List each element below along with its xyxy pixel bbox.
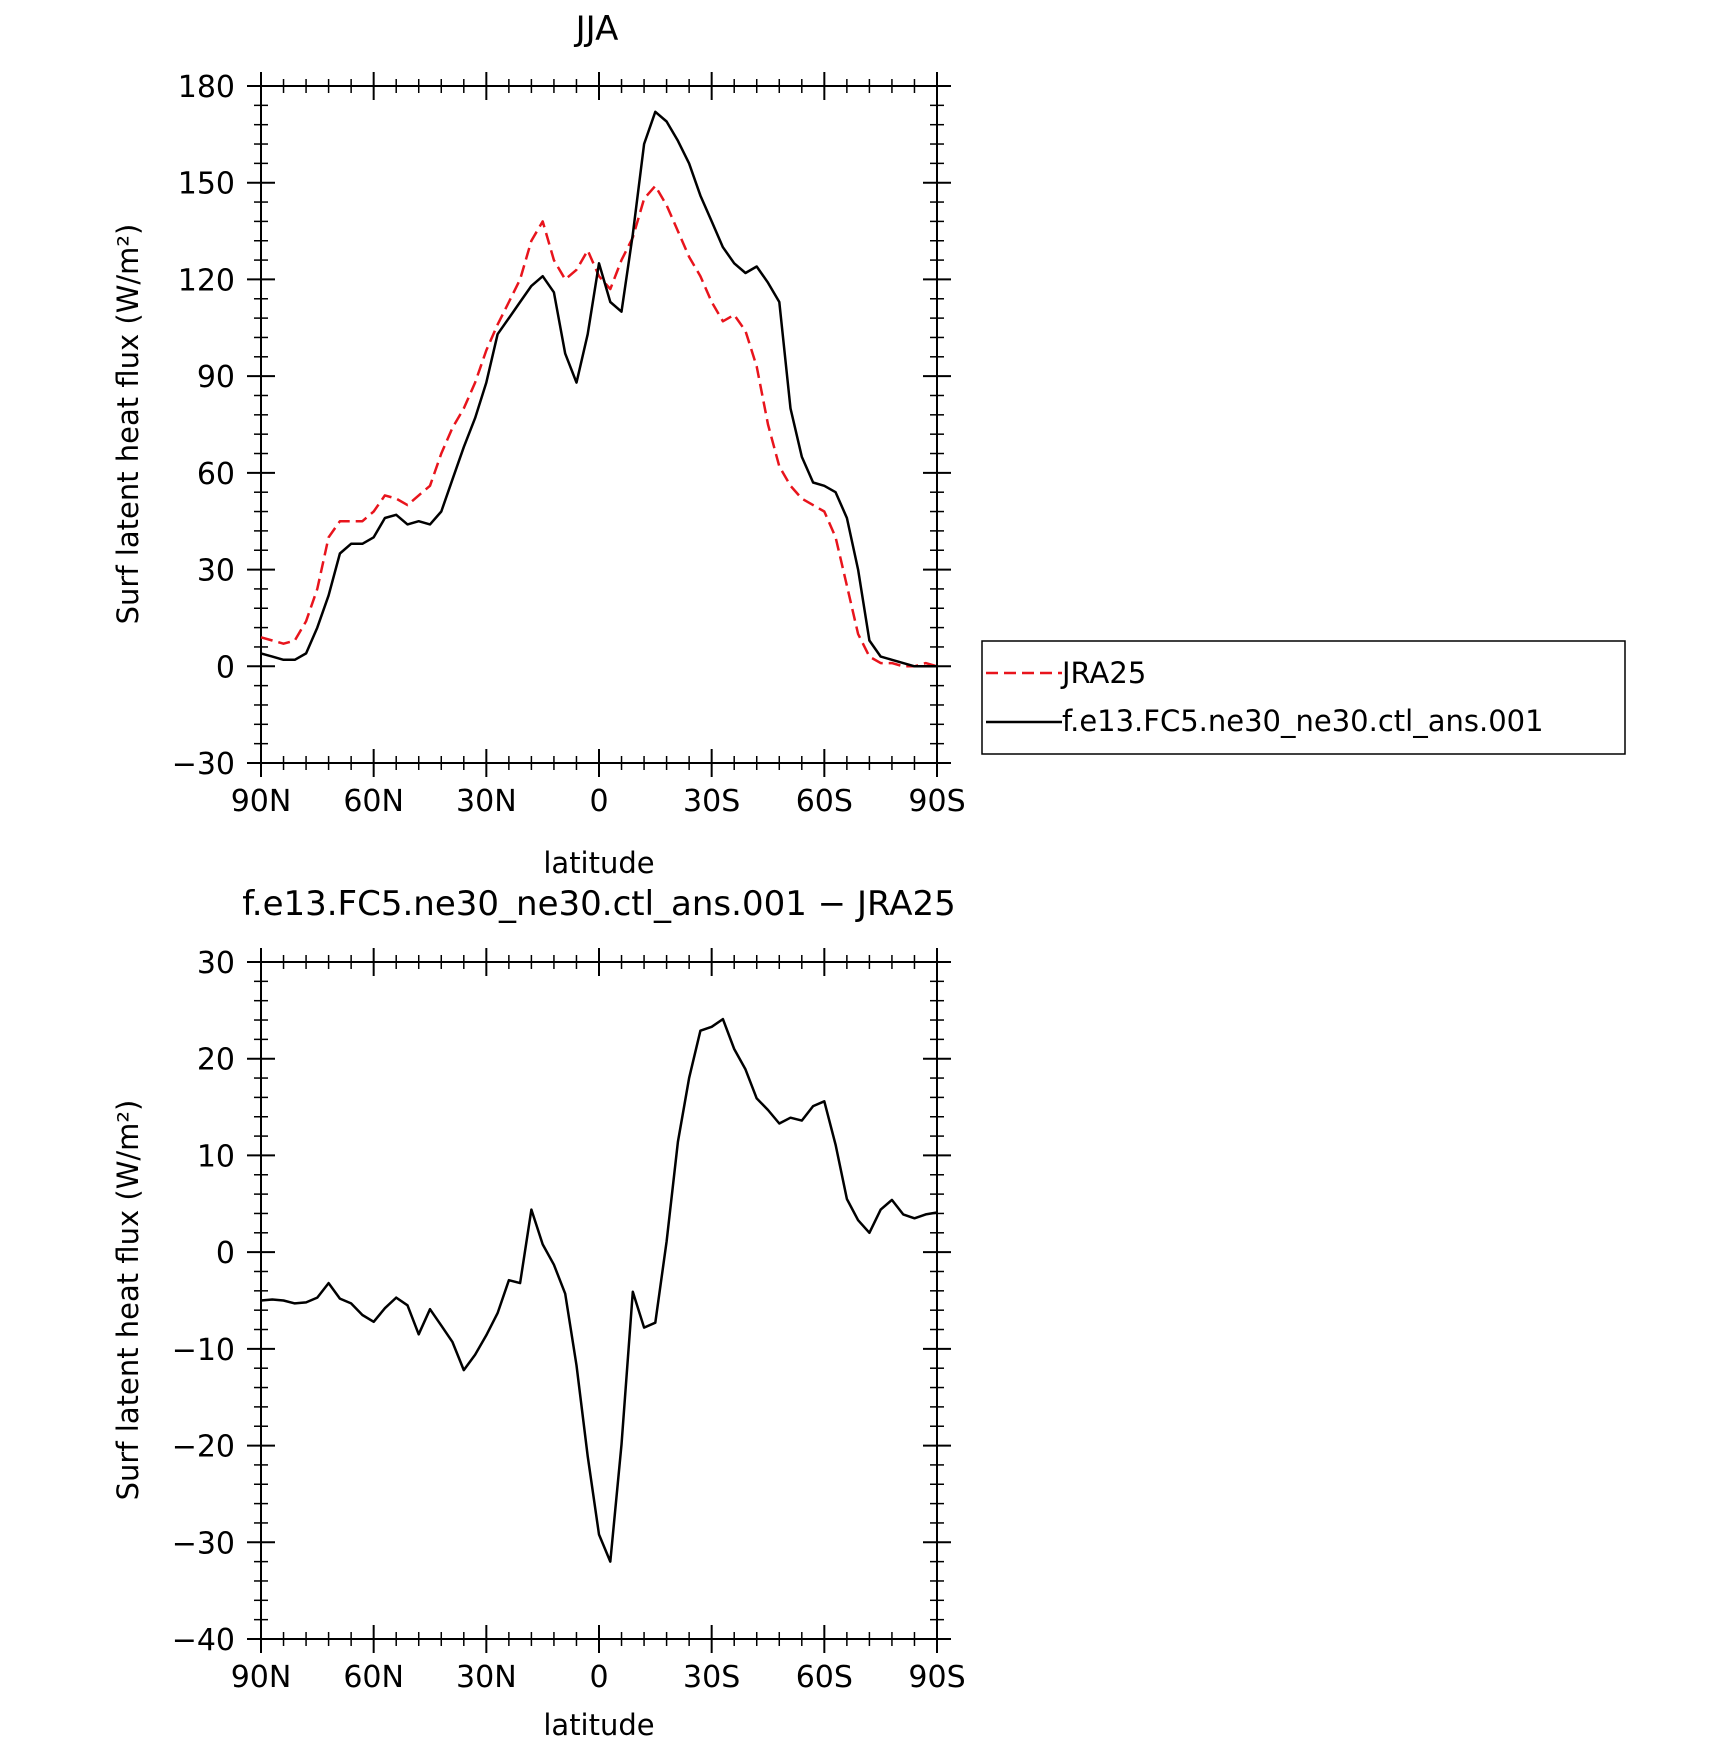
y-tick-label: −40 [172, 1623, 235, 1658]
y-tick-label: −10 [172, 1333, 235, 1368]
tick-labels: −30 0 30 60 90 120 150 180 90N 60N 30N 0 30S 60S 90S [172, 70, 966, 819]
y-tick-label: −30 [172, 747, 235, 782]
plot-frame [260, 85, 938, 764]
bottom-chart-panel: f.e13.FC5.ne30_ne30.ctl_ans.001 − JRA25 … [111, 884, 966, 1741]
x-tick-label: 60N [343, 784, 404, 819]
y-tick-label: −20 [172, 1430, 235, 1465]
y-tick-label: 120 [178, 263, 235, 298]
x-tick-label: 90N [231, 784, 292, 819]
y-tick-label: 150 [178, 167, 235, 202]
legend-box [981, 640, 1626, 755]
top-chart-panel: JJA −30 0 30 60 90 120 150 180 90N 60N 30N 0 30S 60S 9… [111, 9, 966, 880]
x-tick-label: 60S [796, 784, 853, 819]
series-lines [260, 1017, 938, 1563]
series-line-difference [260, 1017, 938, 1563]
x-tick-label: 30N [456, 784, 517, 819]
y-tick-label: 20 [197, 1043, 235, 1078]
legend-label-model: f.e13.FC5.ne30_ne30.ctl_ans.001 [1062, 704, 1544, 738]
chart-title: JJA [574, 9, 619, 49]
y-tick-label: 0 [216, 1236, 235, 1271]
x-tick-label: 90S [908, 1660, 965, 1695]
legend: JRA25 f.e13.FC5.ne30_ne30.ctl_ans.001 [981, 640, 1626, 755]
series-lines [260, 110, 938, 668]
x-tick-label: 30N [456, 1660, 517, 1695]
x-tick-label: 30S [683, 784, 740, 819]
chart-title: f.e13.FC5.ne30_ne30.ctl_ans.001 − JRA25 [242, 884, 955, 924]
series-line-jra25 [260, 184, 938, 668]
x-tick-label: 90N [231, 1660, 292, 1695]
y-tick-label: 60 [197, 457, 235, 492]
x-tick-label: 60S [796, 1660, 853, 1695]
y-axis-title: Surf latent heat flux (W/m²) [111, 1100, 145, 1501]
x-tick-label: 0 [589, 1660, 608, 1695]
x-axis-title: latitude [543, 846, 654, 880]
y-tick-label: 10 [197, 1139, 235, 1174]
axis-ticks [247, 72, 951, 777]
tick-labels: −40 −30 −20 −10 0 10 20 30 90N 60N 30N 0 30S 60S 90S [172, 946, 966, 1695]
legend-label-jra25: JRA25 [1060, 656, 1146, 690]
x-tick-label: 0 [589, 784, 608, 819]
x-tick-label: 60N [343, 1660, 404, 1695]
y-tick-label: 30 [197, 554, 235, 589]
y-tick-label: −30 [172, 1526, 235, 1561]
y-tick-label: 30 [197, 946, 235, 981]
y-tick-label: 90 [197, 360, 235, 395]
axis-ticks [247, 948, 951, 1653]
x-tick-label: 30S [683, 1660, 740, 1695]
y-tick-label: 180 [178, 70, 235, 105]
x-tick-label: 90S [908, 784, 965, 819]
y-tick-label: 0 [216, 650, 235, 685]
series-line-f-e13-fc5-ne30-ne30-ctl-ans-001 [260, 110, 937, 668]
y-axis-title: Surf latent heat flux (W/m²) [111, 224, 145, 625]
x-axis-title: latitude [543, 1708, 654, 1741]
